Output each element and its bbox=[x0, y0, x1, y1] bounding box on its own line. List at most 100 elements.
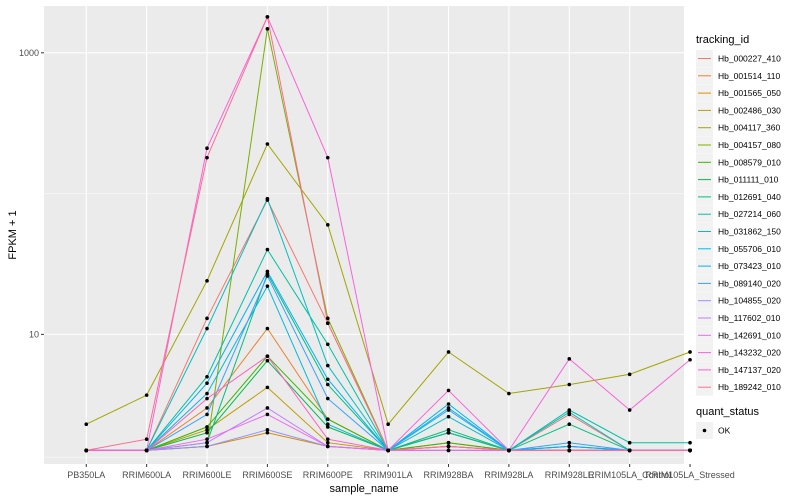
data-point-hb-002486-030-rrim600se bbox=[265, 385, 270, 390]
data-point-hb-143232-020-rrim928ba bbox=[446, 388, 451, 393]
data-point-hb-189242-010-rrim928la bbox=[507, 448, 511, 453]
data-point-hb-147137-020-rrim600le bbox=[205, 396, 209, 401]
plot-panel bbox=[44, 6, 684, 464]
data-point-hb-089140-020-rrim600pe bbox=[325, 396, 330, 401]
legend-shape-items: OK bbox=[696, 422, 731, 439]
legend-label: Hb_055706_010 bbox=[718, 244, 781, 254]
data-point-hb-055706-010-rrim600le bbox=[205, 391, 209, 396]
legend-item-hb-001514-110: Hb_001514_110 bbox=[696, 67, 781, 85]
legend-item-hb-104855-020: Hb_104855_020 bbox=[696, 292, 781, 310]
legend-item-hb-008579-010: Hb_008579_010 bbox=[696, 153, 781, 171]
x-tick-label-rrim105la-control: RRIM105LA_Control bbox=[588, 470, 671, 480]
legend-label: Hb_004157_080 bbox=[718, 140, 781, 150]
data-point-hb-147137-020-rrim600la bbox=[144, 448, 149, 453]
data-point-hb-001514-110-rrim600le bbox=[205, 406, 209, 410]
data-point-hb-104855-020-rrim600se bbox=[265, 427, 270, 432]
data-point-hb-143232-020-rrim928le bbox=[567, 357, 572, 361]
data-point-hb-089140-020-rrim600le bbox=[205, 412, 209, 417]
data-point-hb-189242-010-rrim600le bbox=[205, 155, 209, 160]
legend-item-hb-089140-020: Hb_089140_020 bbox=[696, 274, 781, 292]
data-point-hb-189242-010-rrim105la-stressed bbox=[688, 448, 692, 453]
legend-label: Hb_027214_060 bbox=[718, 209, 781, 219]
legend-shape-label: OK bbox=[718, 426, 731, 436]
legend-item-hb-143232-020: Hb_143232_020 bbox=[696, 344, 781, 362]
legend-label: Hb_117602_010 bbox=[718, 313, 781, 323]
legend-label: Hb_001565_050 bbox=[718, 88, 781, 98]
data-point-hb-055706-010-rrim600se bbox=[265, 284, 270, 288]
legend-label: Hb_008579_010 bbox=[718, 157, 781, 167]
data-point-hb-012691-040-rrim600pe bbox=[325, 382, 330, 387]
data-point-hb-142691-010-rrim600se bbox=[265, 412, 270, 417]
data-point-hb-000227-410-rrim600le bbox=[205, 316, 209, 321]
legend-item-hb-011111-010: Hb_011111_010 bbox=[696, 171, 779, 189]
legend-item-hb-055706-010: Hb_055706_010 bbox=[696, 240, 781, 258]
data-point-hb-189242-010-rrim600se bbox=[265, 15, 270, 19]
data-point-hb-004157-080-rrim600se bbox=[265, 27, 270, 31]
legend-item-hb-001565-050: Hb_001565_050 bbox=[696, 84, 781, 102]
legend-label: Hb_143232_020 bbox=[718, 348, 781, 358]
data-point-hb-011111-010-rrim600pe bbox=[325, 425, 330, 429]
data-point-hb-143232-020-rrim105la-control bbox=[627, 408, 632, 412]
legend-label: Hb_031862_150 bbox=[718, 227, 781, 237]
data-point-hb-027214-060-rrim600le bbox=[205, 374, 209, 379]
legend-item-hb-073423-010: Hb_073423_010 bbox=[696, 257, 781, 275]
data-point-hb-027214-060-rrim600se bbox=[265, 247, 270, 252]
data-point-hb-031862-150-rrim600se bbox=[265, 196, 270, 201]
legend-label: Hb_001514_110 bbox=[718, 71, 781, 81]
legend-shape-item-ok: OK bbox=[696, 422, 731, 439]
x-tick-label-rrim105la-stressed: RRIM105LA_Stressed bbox=[645, 470, 735, 480]
data-point-hb-073423-010-rrim928le bbox=[567, 444, 572, 449]
data-point-hb-031862-150-rrim928le bbox=[567, 410, 572, 414]
legend-item-hb-004157-080: Hb_004157_080 bbox=[696, 136, 781, 154]
data-point-hb-004117-360-rrim105la-stressed bbox=[688, 350, 692, 354]
data-point-hb-004117-360-rrim600la bbox=[144, 393, 149, 397]
data-point-hb-027214-060-rrim105la-control bbox=[627, 440, 632, 445]
data-point-hb-027214-060-rrim600pe bbox=[325, 342, 330, 347]
data-point-hb-008579-010-rrim600le bbox=[205, 425, 209, 429]
grid-minor bbox=[44, 193, 684, 458]
data-point-hb-004117-360-rrim928la bbox=[507, 391, 511, 396]
data-point-hb-031862-150-rrim600pe bbox=[325, 363, 330, 368]
legend-item-hb-147137-020: Hb_147137_020 bbox=[696, 361, 781, 379]
data-point-hb-142691-010-rrim928ba bbox=[446, 448, 451, 453]
legend-items: Hb_000227_410 Hb_001514_110 Hb_001565_050 H… bbox=[696, 50, 781, 396]
legend-item-hb-027214-060: Hb_027214_060 bbox=[696, 205, 781, 223]
legend-label: Hb_073423_010 bbox=[718, 261, 781, 271]
data-point-hb-004117-360-rrim928le bbox=[567, 382, 572, 387]
data-point-hb-002486-030-rrim600le bbox=[205, 427, 209, 432]
legend-item-hb-117602-010: Hb_117602_010 bbox=[696, 309, 781, 327]
data-point-hb-142691-010-rrim600pe bbox=[325, 444, 330, 449]
data-point-hb-001565-050-rrim600se bbox=[265, 430, 270, 435]
data-point-hb-004117-360-rrim600le bbox=[205, 279, 209, 283]
data-point-hb-027214-060-rrim928ba bbox=[446, 430, 451, 435]
x-tick-label-rrim928ba: RRIM928BA bbox=[424, 470, 474, 480]
legend-label: Hb_002486_030 bbox=[718, 105, 781, 115]
data-point-hb-001514-110-rrim600se bbox=[265, 326, 270, 331]
x-tick-label-pb350la: PB350LA bbox=[67, 470, 105, 480]
data-point-hb-004117-360-pb350la bbox=[84, 422, 89, 427]
x-tick-label-rrim600se: RRIM600SE bbox=[242, 470, 292, 480]
data-point-hb-008579-010-rrim600pe bbox=[325, 417, 330, 421]
legend-label: Hb_004117_360 bbox=[718, 123, 781, 133]
x-tick-label-rrim901la: RRIM901LA bbox=[364, 470, 413, 480]
data-point-hb-008579-010-rrim928ba bbox=[446, 440, 451, 445]
data-point-hb-189242-010-rrim928le bbox=[567, 448, 572, 453]
legend: tracking_id Hb_000227_410Hb_001514_110Hb… bbox=[696, 34, 781, 439]
legend-item-hb-004117-360: Hb_004117_360 bbox=[696, 119, 781, 137]
data-point-hb-004117-360-rrim600se bbox=[265, 142, 270, 146]
legend-label: Hb_142691_010 bbox=[718, 330, 781, 340]
data-point-hb-147137-020-rrim600pe bbox=[325, 437, 330, 442]
data-point-hb-004117-360-rrim105la-control bbox=[627, 372, 632, 377]
data-point-hb-089140-020-rrim928le bbox=[567, 440, 572, 445]
data-point-hb-012691-040-rrim928le bbox=[567, 422, 572, 427]
data-point-hb-012691-040-rrim928ba bbox=[446, 427, 451, 432]
data-point-hb-189242-010-rrim928ba bbox=[446, 444, 451, 449]
data-point-hb-031862-150-rrim600le bbox=[205, 326, 209, 331]
legend-title-quant-status: quant_status bbox=[696, 406, 759, 418]
data-point-hb-143232-020-rrim600le bbox=[205, 146, 209, 151]
x-tick-label-rrim600la: RRIM600LA bbox=[122, 470, 171, 480]
legend-label: Hb_011111_010 bbox=[718, 175, 779, 185]
data-point-hb-104855-020-rrim600le bbox=[205, 444, 209, 449]
data-point-hb-073423-010-rrim928ba bbox=[446, 402, 451, 406]
